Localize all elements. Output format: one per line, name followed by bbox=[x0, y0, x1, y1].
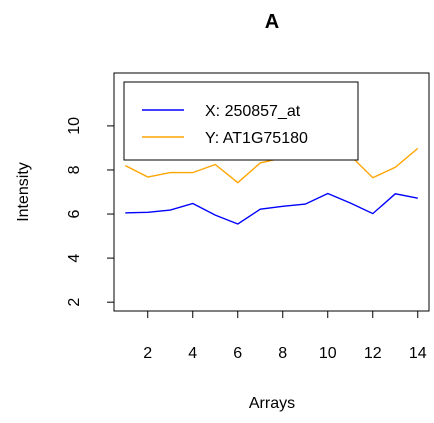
y-tick-label: 10 bbox=[66, 117, 83, 135]
x-tick-label: 2 bbox=[143, 345, 152, 362]
series-line-0 bbox=[125, 192, 418, 225]
x-axis-label: Arrays bbox=[249, 395, 295, 412]
x-tick-label: 8 bbox=[278, 345, 287, 362]
x-tick-label: 14 bbox=[409, 345, 427, 362]
y-tick-label: 6 bbox=[66, 209, 83, 218]
y-tick-label: 2 bbox=[66, 298, 83, 307]
legend-box bbox=[123, 81, 359, 161]
chart-title: A bbox=[265, 11, 279, 33]
plot-frame bbox=[113, 72, 430, 312]
y-tick-label: 4 bbox=[66, 254, 83, 263]
x-axis: 2 4 6 8 10 12 14 bbox=[143, 311, 427, 362]
x-tick-label: 6 bbox=[233, 345, 242, 362]
y-axis: 2 4 6 8 10 bbox=[66, 117, 114, 307]
legend-label-y: Y: AT1G75180 bbox=[205, 130, 308, 147]
y-axis-label: Intensity bbox=[15, 162, 32, 222]
x-tick-label: 10 bbox=[319, 345, 337, 362]
x-tick-label: 12 bbox=[364, 345, 382, 362]
legend: X: 250857_at Y: AT1G75180 bbox=[123, 81, 359, 161]
y-tick-label: 8 bbox=[66, 165, 83, 174]
legend-label-x: X: 250857_at bbox=[205, 103, 301, 120]
x-tick-label: 4 bbox=[188, 345, 197, 362]
